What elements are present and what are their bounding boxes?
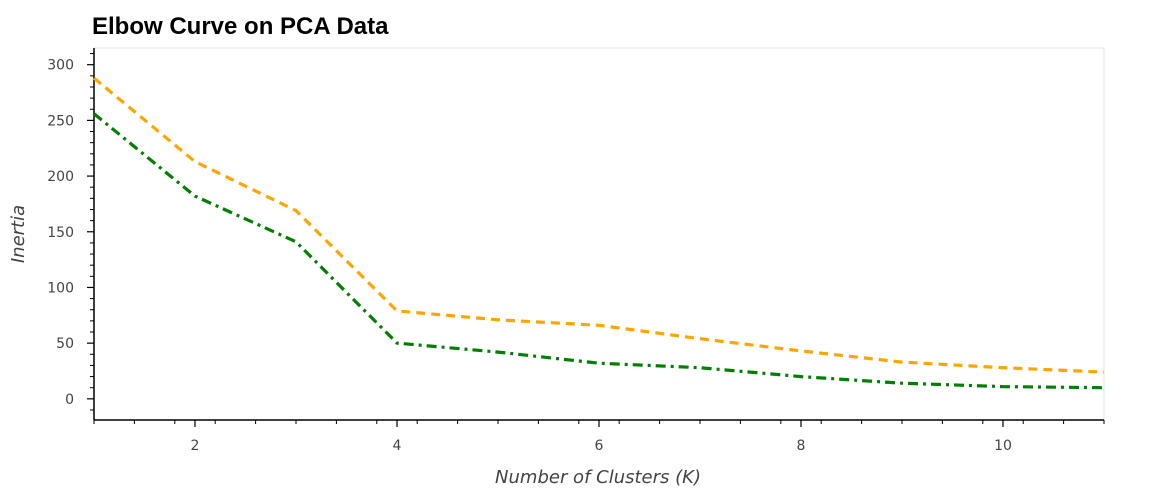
x-tick-label: 10 <box>994 438 1012 454</box>
y-tick-label: 100 <box>47 280 74 296</box>
x-axis-title: Number of Clusters (K) <box>495 467 701 488</box>
plot-frame <box>93 47 1105 421</box>
y-tick-label: 0 <box>65 392 74 408</box>
chart-title: Elbow Curve on PCA Data <box>92 13 389 40</box>
x-tick-label: 8 <box>797 438 806 454</box>
x-tick-label: 4 <box>393 438 402 454</box>
y-axis: 0 50 100 150 200 250 300 <box>47 48 95 420</box>
series-layer <box>92 76 1105 390</box>
y-tick-label: 150 <box>47 225 74 241</box>
y-axis-title: Inertia <box>8 205 29 263</box>
y-tick-label: 200 <box>47 169 74 185</box>
x-tick-label: 6 <box>595 438 604 454</box>
x-tick-label: 2 <box>191 438 200 454</box>
series-line-1 <box>92 76 1105 374</box>
y-tick-label: 50 <box>56 336 74 352</box>
series-line-2 <box>92 112 1105 390</box>
x-axis: 2 4 6 8 10 <box>93 419 1105 454</box>
y-tick-label: 300 <box>47 58 74 74</box>
y-tick-label: 250 <box>47 113 74 129</box>
